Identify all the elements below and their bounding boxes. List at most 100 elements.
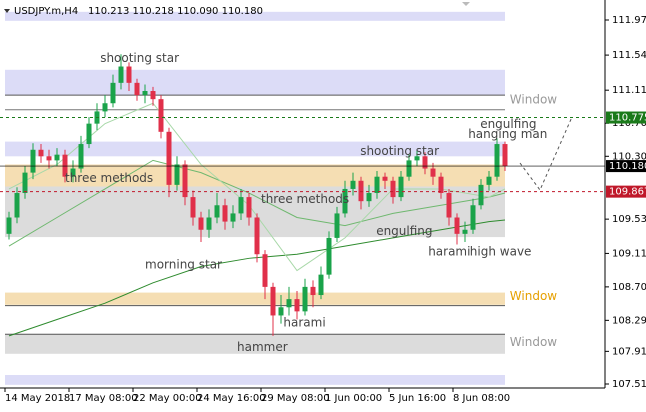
zone (5, 164, 505, 187)
pattern-label: hammer (237, 340, 288, 354)
pattern-label: three methods (65, 171, 153, 185)
candle-body (414, 156, 420, 161)
y-tick-label: 107.910 (612, 346, 646, 357)
candle-body (62, 154, 68, 177)
price-label: 110.180 (609, 161, 646, 172)
candle-body (358, 180, 364, 202)
candle-body (470, 205, 476, 230)
candle-body (278, 307, 284, 316)
y-tick-label: 111.110 (612, 85, 646, 96)
candle-body (230, 213, 236, 222)
candle-body (14, 193, 20, 218)
candle-body (38, 149, 44, 157)
pattern-label: Window (510, 289, 558, 303)
y-tick-label: 108.290 (612, 315, 646, 326)
candle-body (374, 176, 380, 194)
price-label: 109.867 (609, 187, 646, 198)
plot-area: shooting star three methods morning star th… (0, 11, 605, 385)
x-tick-label: 8 Jun 08:00 (453, 393, 510, 404)
zone (5, 141, 505, 157)
candle-body (182, 164, 188, 198)
y-tick-label: 108.700 (612, 282, 646, 293)
pattern-label: Window (510, 335, 558, 349)
candle-body (46, 156, 52, 161)
candle-body (30, 149, 36, 173)
candle-body (126, 66, 132, 83)
candle-body (422, 156, 428, 169)
candle-body (22, 172, 28, 194)
candle-body (446, 193, 452, 218)
candle-body (118, 66, 124, 83)
candle-body (166, 131, 172, 185)
shift-marker (462, 2, 470, 6)
y-tick-label: 110.300 (612, 151, 646, 162)
candle-body (206, 217, 212, 230)
candle-body (142, 91, 148, 96)
candle-body (294, 299, 300, 312)
candle-body (326, 237, 332, 275)
candle-body (246, 197, 252, 218)
candle-body (158, 99, 164, 132)
candle-body (310, 286, 316, 296)
candle-body (198, 217, 204, 230)
candle-body (254, 217, 260, 255)
candle-body (454, 217, 460, 234)
candle-body (190, 197, 196, 218)
candle-body (102, 103, 108, 112)
pattern-label: shooting star (360, 144, 439, 158)
zone (5, 334, 505, 354)
y-tick-label: 109.530 (612, 214, 646, 225)
candle-body (486, 176, 492, 185)
candle-body (302, 286, 308, 312)
pattern-label: engulfing (480, 117, 536, 131)
pattern-label: hanging man (468, 127, 547, 141)
candle-body (462, 229, 468, 234)
candle-body (430, 168, 436, 177)
candle-body (134, 82, 140, 96)
price-label: 110.775 (609, 113, 646, 124)
candle-body (390, 180, 396, 198)
candle-body (78, 144, 84, 169)
candle-body (286, 299, 292, 308)
x-tick-label: 24 May 16:00 (197, 393, 266, 404)
symbol: USDJPY.m,H4 (14, 6, 78, 17)
zone (5, 11, 505, 21)
candle-body (150, 91, 156, 100)
x-tick-label: 5 Jun 16:00 (389, 393, 446, 404)
pattern-label: shooting star (100, 51, 179, 65)
zone (5, 375, 505, 385)
header-ohlc: 110.213 110.218 110.090 110.180 (88, 6, 263, 17)
x-tick-label: 22 May 00:00 (133, 393, 202, 404)
candle-body (54, 154, 60, 161)
candle-body (502, 144, 508, 167)
candle-body (478, 184, 484, 206)
x-tick-label: 29 May 08:00 (261, 393, 330, 404)
projection (519, 116, 573, 191)
candle-body (222, 205, 228, 222)
candle-body (174, 164, 180, 185)
y-tick-label: 107.510 (612, 379, 646, 390)
x-tick-label: 1 Jun 00:00 (325, 393, 382, 404)
pattern-label: engulfing (376, 224, 432, 238)
price-label-box (606, 185, 646, 198)
x-tick-label: 14 May 2018 (5, 393, 70, 404)
y-tick-label: 110.705 (612, 118, 646, 129)
candle-body (70, 168, 76, 177)
zone (5, 292, 505, 305)
moving-average (8, 219, 506, 337)
y-tick-label: 111.970 (612, 15, 646, 26)
candle-body (366, 193, 372, 202)
candle-body (342, 188, 348, 214)
candle-body (110, 82, 116, 104)
menu-arrow (4, 9, 10, 13)
pattern-label: harami (428, 244, 470, 258)
pattern-label: morning star (145, 257, 222, 271)
candle-body (350, 180, 356, 189)
zone (5, 69, 505, 96)
x-tick-label: 17 May 08:00 (69, 393, 138, 404)
candle-body (6, 217, 12, 234)
y-tick-label: 111.540 (612, 50, 646, 61)
candle-body (382, 176, 388, 181)
candle-body (438, 176, 444, 194)
